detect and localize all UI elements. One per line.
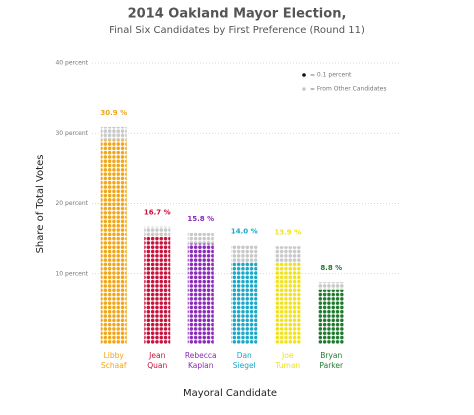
y-tick-label: 20 percent <box>55 200 88 207</box>
bar-segment-transfer <box>231 245 258 263</box>
value-label: 8.8 % <box>320 264 342 272</box>
legend-marker <box>302 87 306 91</box>
x-tick-label: Quan <box>147 361 167 370</box>
y-tick-label: 10 percent <box>55 270 88 277</box>
x-tick-label: Libby <box>104 351 125 360</box>
x-tick-label: Parker <box>319 361 344 370</box>
chart-title: 2014 Oakland Mayor Election, <box>128 7 347 22</box>
value-label: 14.0 % <box>231 228 258 236</box>
legend-marker <box>302 73 306 77</box>
x-tick-label: Tuman <box>274 361 300 370</box>
y-axis-label: Share of Total Votes <box>35 155 46 254</box>
x-tick-label: Schaaf <box>101 361 127 370</box>
x-tick-label: Joe <box>281 351 294 360</box>
value-label: 30.9 % <box>100 109 127 117</box>
bar-segment <box>231 262 258 344</box>
x-axis-label: Mayoral Candidate <box>183 388 277 399</box>
x-tick-label: Kaplan <box>188 361 214 370</box>
value-label: 13.9 % <box>274 228 301 236</box>
bar-segment <box>318 289 345 344</box>
bar-segment <box>187 243 214 344</box>
bar-segment-transfer <box>144 226 171 237</box>
y-tick-label: 30 percent <box>55 130 88 137</box>
bar-segment <box>144 236 171 344</box>
legend-label: = 0.1 percent <box>310 72 352 79</box>
value-label: 15.8 % <box>187 215 214 223</box>
bar-segment <box>100 140 127 344</box>
bar-segment-transfer <box>318 282 345 290</box>
bar-segment <box>274 262 301 344</box>
bar-segment-transfer <box>100 126 127 141</box>
x-tick-label: Jean <box>148 351 165 360</box>
x-tick-label: Rebecca <box>185 351 217 360</box>
legend-label: = From Other Candidates <box>310 86 386 93</box>
y-tick-label: 40 percent <box>55 60 88 67</box>
x-tick-label: Dan <box>237 351 252 360</box>
x-tick-label: Siegel <box>233 361 256 370</box>
bar-segment-transfer <box>187 233 214 244</box>
chart-subtitle: Final Six Candidates by First Preference… <box>109 25 365 36</box>
bar-segment-transfer <box>274 246 301 263</box>
x-tick-label: Bryan <box>320 351 342 360</box>
value-label: 16.7 % <box>144 209 171 217</box>
